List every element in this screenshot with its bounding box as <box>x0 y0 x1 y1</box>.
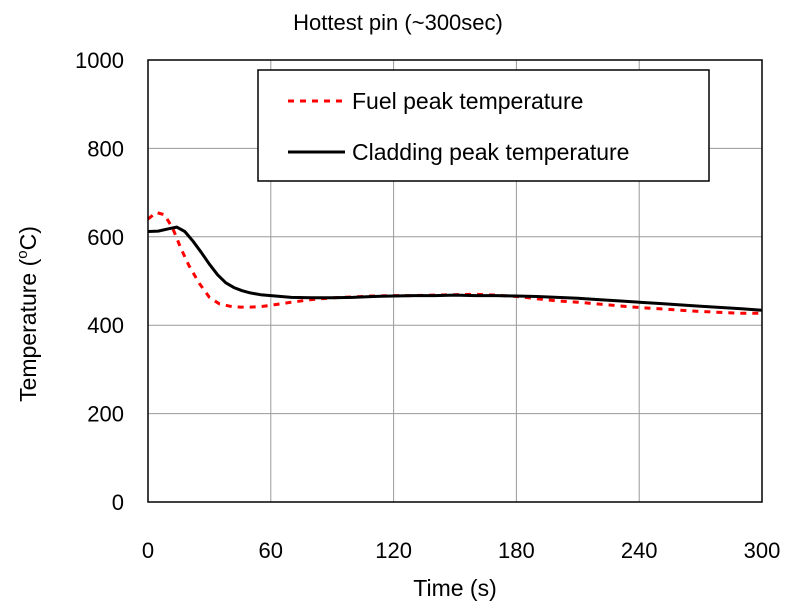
legend-label-fuel: Fuel peak temperature <box>352 88 583 114</box>
y-tick-label: 200 <box>87 402 124 427</box>
x-tick-label: 240 <box>621 538 658 563</box>
x-tick-label: 180 <box>498 538 535 563</box>
y-tick-label: 0 <box>112 490 124 515</box>
chart-title: Hottest pin (~300sec) <box>293 10 503 35</box>
legend-box <box>257 69 710 182</box>
y-tick-label: 400 <box>87 313 124 338</box>
x-tick-label: 60 <box>259 538 283 563</box>
x-tick-label: 0 <box>142 538 154 563</box>
plot-area-frame <box>147 59 763 503</box>
y-tick-label: 800 <box>87 136 124 161</box>
legend: Fuel peak temperature Cladding peak temp… <box>257 69 710 182</box>
legend-label-cladding: Cladding peak temperature <box>352 139 629 165</box>
series-layer <box>147 211 763 315</box>
y-axis-label: Temperature (oC) <box>14 226 41 402</box>
x-tick-label: 120 <box>375 538 412 563</box>
y-axis-label-main: Temperature ( <box>15 258 41 402</box>
x-axis-label: Time (s) <box>413 575 496 601</box>
x-tick-label: 300 <box>744 538 781 563</box>
series-line-cladding <box>147 225 763 312</box>
y-tick-label: 600 <box>87 225 124 250</box>
x-tick-labels: 0 60 120 180 240 300 <box>142 538 780 563</box>
y-tick-labels: 0 200 400 600 800 1000 <box>75 48 124 515</box>
y-tick-label: 1000 <box>75 48 124 73</box>
series-line-fuel <box>147 211 762 315</box>
y-axis-label-superscript: o <box>14 250 31 258</box>
y-axis-label-tail: C) <box>15 226 41 250</box>
